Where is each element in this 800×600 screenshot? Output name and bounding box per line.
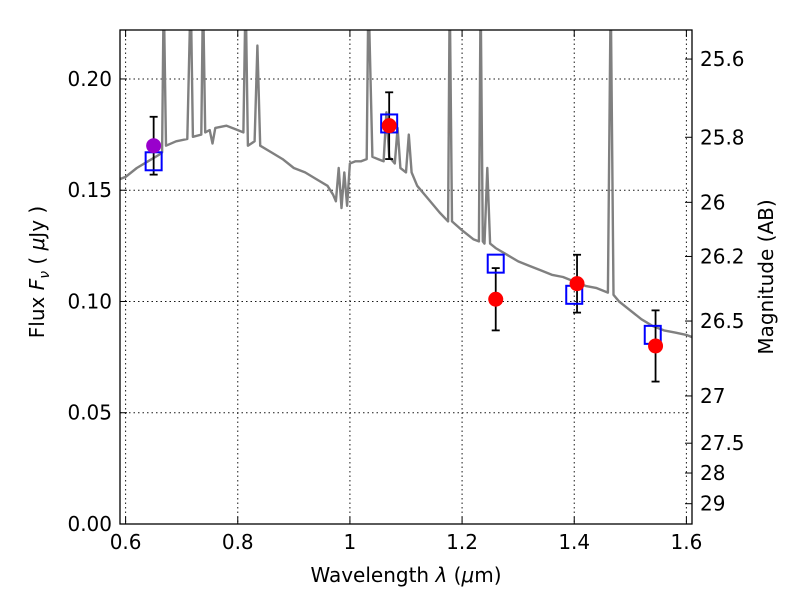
observed-photometry-point <box>488 291 504 307</box>
y-tick-label: 0.05 <box>67 401 112 425</box>
plot-data <box>120 30 692 383</box>
observed-photometry-point <box>569 276 585 292</box>
observed-photometry-point <box>146 138 162 154</box>
model-spectrum-line <box>120 30 692 339</box>
observed-photometry-point <box>648 338 664 354</box>
y2-tick-label: 29 <box>700 492 725 516</box>
observed-photometry-point <box>381 118 397 134</box>
y2-tick-label: 25.8 <box>700 125 745 149</box>
y-axis-label: Flux Fν ( μJy ) <box>25 206 53 338</box>
plot-frame <box>119 29 693 525</box>
y2-tick-label: 26 <box>700 190 725 214</box>
y2-tick-label: 26.2 <box>700 244 745 268</box>
x-tick-label: 1.4 <box>558 530 590 554</box>
y-tick-label: 0.10 <box>67 289 112 313</box>
y2-tick-label: 26.5 <box>700 309 745 333</box>
grid <box>120 30 692 524</box>
y2-axis-label: Magnitude (AB) <box>754 199 778 354</box>
y-tick-label: 0.20 <box>67 67 112 91</box>
y2-tick-label: 25.6 <box>700 47 745 71</box>
y2-tick-label: 27 <box>700 384 725 408</box>
y2-tick-label: 28 <box>700 461 725 485</box>
ticks <box>120 30 692 525</box>
model-photometry-box <box>486 253 505 274</box>
y2-tick-label: 27.5 <box>700 431 745 455</box>
x-axis-label: Wavelength λ (μm) <box>310 563 501 587</box>
x-tick-label: 0.8 <box>222 530 254 554</box>
y-tick-label: 0.15 <box>67 178 112 202</box>
x-tick-label: 0.6 <box>110 530 142 554</box>
y-tick-label: 0.00 <box>67 512 112 536</box>
x-tick-label: 1.2 <box>446 530 478 554</box>
x-tick-label: 1.6 <box>670 530 702 554</box>
tick-labels: 0.6 0.8 1 1.2 1.4 1.6 0.00 0.05 0.10 0.15 0.20 25.6… <box>67 47 744 554</box>
x-tick-label: 1 <box>344 530 357 554</box>
